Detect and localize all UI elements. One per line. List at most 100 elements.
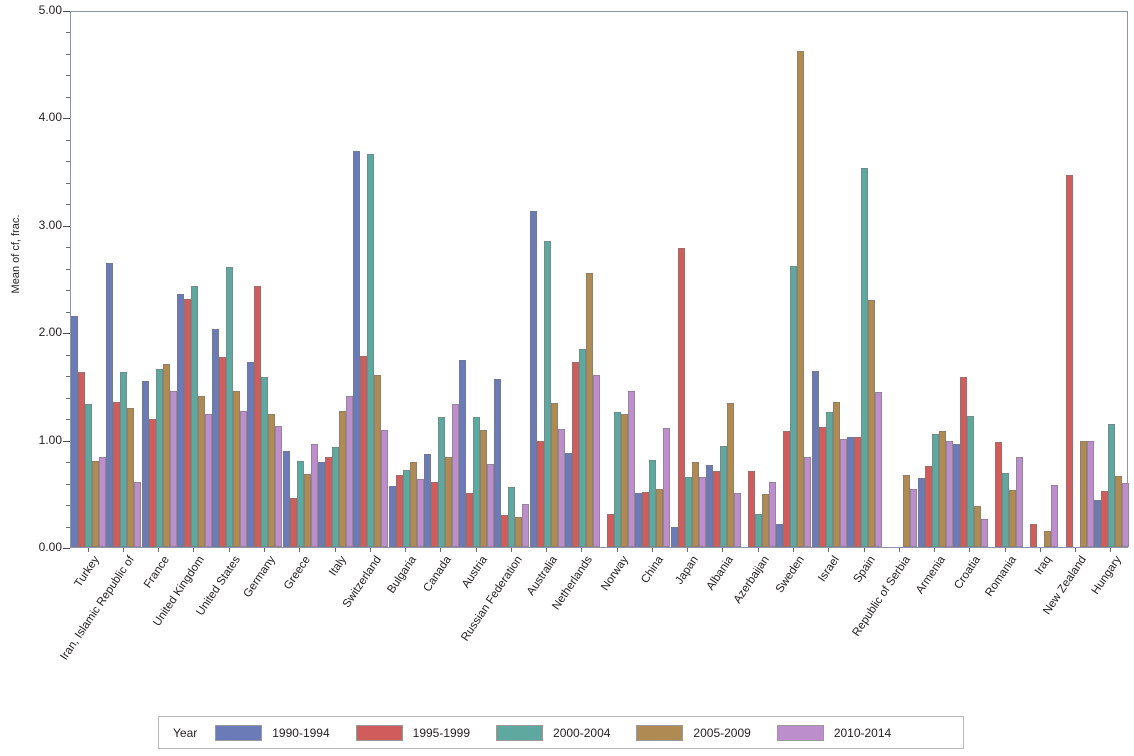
bar[interactable] bbox=[416, 479, 424, 547]
bar[interactable] bbox=[155, 368, 163, 547]
legend-item[interactable]: 2005-2009 bbox=[636, 724, 751, 741]
bar[interactable] bbox=[148, 419, 156, 547]
bar[interactable] bbox=[289, 497, 297, 547]
bar[interactable] bbox=[861, 167, 868, 547]
bar[interactable] bbox=[698, 477, 706, 547]
bar[interactable] bbox=[480, 429, 488, 547]
bar[interactable] bbox=[917, 478, 925, 547]
bar[interactable] bbox=[1086, 440, 1094, 547]
bar[interactable] bbox=[106, 263, 114, 547]
bar[interactable] bbox=[1079, 440, 1087, 547]
bar[interactable] bbox=[487, 464, 495, 547]
bar[interactable] bbox=[388, 485, 396, 547]
bar[interactable] bbox=[71, 316, 79, 547]
bar[interactable] bbox=[332, 447, 339, 547]
bar[interactable] bbox=[1100, 491, 1108, 547]
legend-item[interactable]: 2010-2014 bbox=[776, 724, 891, 741]
bar[interactable] bbox=[1002, 472, 1010, 547]
bar[interactable] bbox=[444, 456, 452, 547]
bar[interactable] bbox=[183, 298, 191, 547]
bar[interactable] bbox=[473, 417, 481, 547]
bar[interactable] bbox=[190, 286, 198, 547]
bar[interactable] bbox=[868, 299, 875, 547]
bar[interactable] bbox=[85, 404, 93, 547]
bar[interactable] bbox=[134, 481, 142, 547]
bar[interactable] bbox=[78, 371, 86, 547]
bar[interactable] bbox=[832, 402, 840, 547]
bar[interactable] bbox=[628, 391, 636, 547]
bar[interactable] bbox=[607, 513, 615, 547]
legend-item[interactable]: 1995-1999 bbox=[355, 724, 470, 741]
bar[interactable] bbox=[677, 248, 685, 547]
bar[interactable] bbox=[1121, 482, 1129, 547]
bar[interactable] bbox=[550, 403, 558, 547]
bar[interactable] bbox=[374, 375, 382, 547]
bar[interactable] bbox=[501, 514, 509, 547]
bar[interactable] bbox=[543, 240, 551, 547]
bar[interactable] bbox=[825, 411, 833, 547]
bar[interactable] bbox=[1044, 530, 1052, 547]
bar[interactable] bbox=[261, 377, 269, 547]
bar[interactable] bbox=[1114, 476, 1122, 547]
bar[interactable] bbox=[402, 469, 410, 547]
bar[interactable] bbox=[1016, 456, 1024, 547]
bar[interactable] bbox=[92, 461, 100, 547]
bar[interactable] bbox=[557, 428, 565, 547]
bar[interactable] bbox=[811, 370, 819, 547]
bar[interactable] bbox=[656, 489, 664, 547]
bar[interactable] bbox=[1065, 175, 1073, 547]
bar[interactable] bbox=[635, 493, 643, 547]
bar[interactable] bbox=[571, 362, 579, 547]
bar[interactable] bbox=[564, 452, 572, 547]
bar[interactable] bbox=[466, 493, 474, 547]
bar[interactable] bbox=[776, 524, 784, 547]
bar[interactable] bbox=[755, 513, 763, 547]
bar[interactable] bbox=[839, 438, 847, 547]
bar[interactable] bbox=[719, 446, 727, 547]
bar[interactable] bbox=[959, 377, 967, 547]
bar[interactable] bbox=[804, 456, 812, 547]
bar[interactable] bbox=[409, 462, 417, 547]
bar[interactable] bbox=[973, 506, 981, 547]
legend-item[interactable]: 1990-1994 bbox=[215, 724, 330, 741]
bar[interactable] bbox=[310, 443, 318, 547]
bar[interactable] bbox=[204, 413, 212, 547]
bar[interactable] bbox=[847, 437, 854, 547]
bar[interactable] bbox=[1051, 484, 1059, 547]
bar[interactable] bbox=[769, 481, 777, 547]
bar[interactable] bbox=[1009, 490, 1017, 547]
bar[interactable] bbox=[318, 462, 325, 547]
bar[interactable] bbox=[325, 456, 332, 547]
bar[interactable] bbox=[494, 379, 502, 547]
bar[interactable] bbox=[430, 481, 438, 547]
bar[interactable] bbox=[854, 437, 861, 547]
bar[interactable] bbox=[1107, 423, 1115, 547]
bar[interactable] bbox=[268, 413, 276, 547]
bar[interactable] bbox=[113, 402, 121, 547]
bar[interactable] bbox=[275, 425, 283, 547]
bar[interactable] bbox=[536, 440, 544, 547]
bar[interactable] bbox=[99, 456, 107, 547]
bar[interactable] bbox=[642, 492, 650, 547]
bar[interactable] bbox=[670, 526, 678, 547]
bar[interactable] bbox=[515, 516, 523, 547]
bar[interactable] bbox=[451, 404, 459, 547]
bar[interactable] bbox=[360, 355, 368, 547]
bar[interactable] bbox=[1093, 499, 1101, 547]
bar[interactable] bbox=[614, 411, 622, 547]
bar[interactable] bbox=[790, 265, 798, 547]
bar[interactable] bbox=[508, 486, 516, 547]
bar[interactable] bbox=[903, 475, 911, 547]
bar[interactable] bbox=[783, 431, 791, 547]
bar[interactable] bbox=[684, 477, 692, 547]
bar[interactable] bbox=[247, 362, 255, 547]
bar[interactable] bbox=[127, 408, 135, 547]
bar[interactable] bbox=[395, 475, 403, 547]
bar[interactable] bbox=[381, 429, 389, 547]
bar[interactable] bbox=[282, 451, 290, 547]
bar[interactable] bbox=[120, 371, 128, 547]
bar[interactable] bbox=[924, 466, 932, 547]
bar[interactable] bbox=[578, 349, 586, 547]
bar[interactable] bbox=[197, 395, 205, 547]
bar[interactable] bbox=[995, 441, 1003, 547]
